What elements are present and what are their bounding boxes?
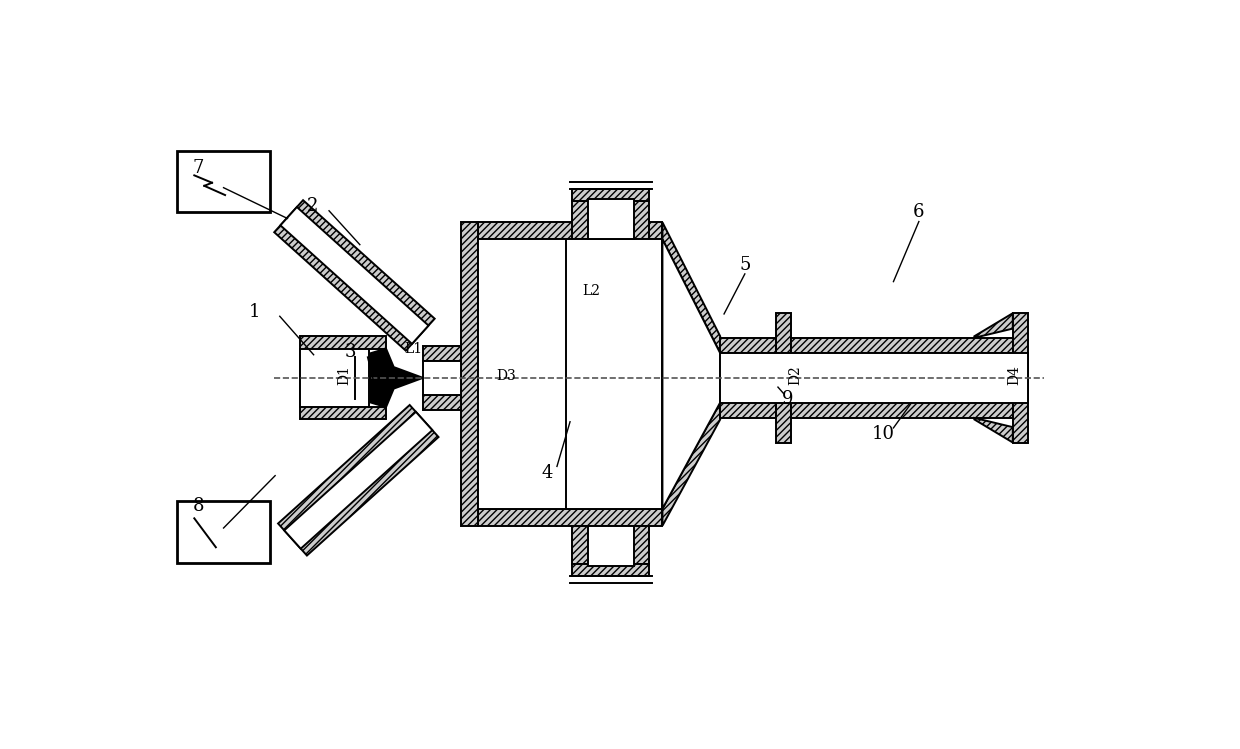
Bar (720, 354, 1028, 402)
Bar (423, 361, 461, 395)
Bar (1013, 313, 1028, 443)
Polygon shape (278, 405, 439, 556)
Bar (477, 509, 662, 526)
Text: 3: 3 (345, 344, 356, 362)
Text: L1: L1 (404, 342, 423, 357)
Polygon shape (975, 418, 1013, 443)
Bar (423, 395, 461, 410)
Text: 4: 4 (542, 464, 553, 482)
Text: 2: 2 (306, 197, 317, 215)
Bar (300, 336, 386, 419)
Text: L2: L2 (582, 284, 600, 298)
Bar (720, 402, 776, 418)
Polygon shape (662, 239, 720, 509)
Bar (177, 501, 270, 562)
Bar (588, 526, 634, 565)
Polygon shape (280, 207, 429, 344)
Polygon shape (662, 222, 720, 354)
Text: D1: D1 (337, 366, 351, 386)
Bar (572, 201, 650, 239)
Bar (572, 564, 650, 576)
Bar (791, 402, 1013, 418)
Bar (720, 338, 776, 354)
Bar (572, 189, 650, 201)
Text: 9: 9 (782, 389, 794, 407)
Polygon shape (274, 200, 435, 351)
Polygon shape (371, 348, 423, 407)
Bar (776, 313, 791, 354)
Bar (791, 338, 1013, 354)
Text: 10: 10 (872, 425, 895, 443)
Bar (477, 239, 662, 509)
Bar (300, 348, 386, 407)
Bar (461, 222, 477, 526)
Text: 7: 7 (192, 159, 203, 177)
Text: 8: 8 (192, 497, 203, 515)
Polygon shape (975, 313, 1013, 338)
Polygon shape (662, 402, 720, 526)
Text: D4: D4 (1007, 366, 1022, 386)
Bar (572, 526, 650, 564)
Bar (588, 199, 634, 239)
Bar (423, 345, 461, 361)
Polygon shape (284, 412, 433, 549)
Bar (776, 402, 791, 443)
Text: D2: D2 (789, 366, 802, 386)
Bar (477, 222, 662, 239)
Text: 1: 1 (248, 303, 260, 321)
Text: D3: D3 (496, 369, 516, 383)
Text: 6: 6 (913, 203, 925, 221)
Bar (177, 151, 270, 212)
Text: 5: 5 (739, 255, 750, 273)
